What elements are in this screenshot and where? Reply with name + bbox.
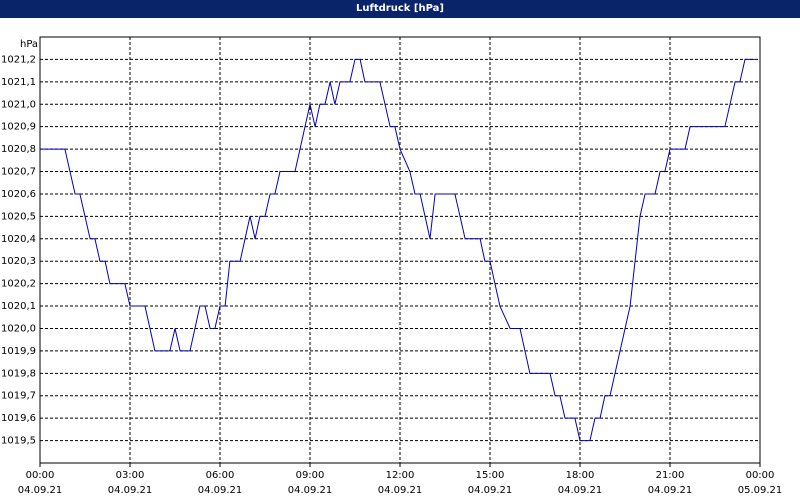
x-tick-label: 00:00 04.09.21 (17, 470, 63, 496)
y-tick-label: 1020,2 (1, 279, 36, 290)
y-tick-label: 1021,2 (1, 54, 36, 65)
y-tick-label: 1020,5 (1, 211, 36, 222)
x-tick-label: 09:00 04.09.21 (287, 470, 333, 496)
y-tick-label: 1020,6 (1, 189, 36, 200)
y-tick-label: 1021,1 (1, 77, 36, 88)
x-tick-label: 06:00 04.09.21 (197, 470, 243, 496)
y-tick-label: 1019,5 (1, 436, 36, 447)
y-tick-label: 1019,6 (1, 413, 36, 424)
x-tick-label: 12:00 04.09.21 (377, 470, 423, 496)
y-tick-label: 1020,8 (1, 144, 36, 155)
y-tick-label: 1020,0 (1, 323, 36, 334)
y-tick-label: 1019,8 (1, 368, 36, 379)
y-tick-label: 1020,9 (1, 122, 36, 133)
y-tick-label: 1020,3 (1, 256, 36, 267)
x-tick-label: 00:00 05.09.21 (737, 470, 783, 496)
x-tick-label: 03:00 04.09.21 (107, 470, 153, 496)
y-tick-label: 1019,7 (1, 391, 36, 402)
x-tick-label: 21:00 04.09.21 (647, 470, 693, 496)
y-tick-label: 1019,9 (1, 346, 36, 357)
y-axis-label: hPa (20, 39, 38, 50)
x-tick-label: 15:00 04.09.21 (467, 470, 513, 496)
y-tick-label: 1020,1 (1, 301, 36, 312)
y-tick-label: 1020,4 (1, 234, 36, 245)
y-tick-label: 1020,7 (1, 167, 36, 178)
title-bar: Luftdruck [hPa] (0, 0, 800, 18)
x-tick-label: 18:00 04.09.21 (557, 470, 603, 496)
y-tick-label: 1021,0 (1, 99, 36, 110)
data-line (40, 58, 755, 442)
plot-frame (39, 36, 761, 464)
